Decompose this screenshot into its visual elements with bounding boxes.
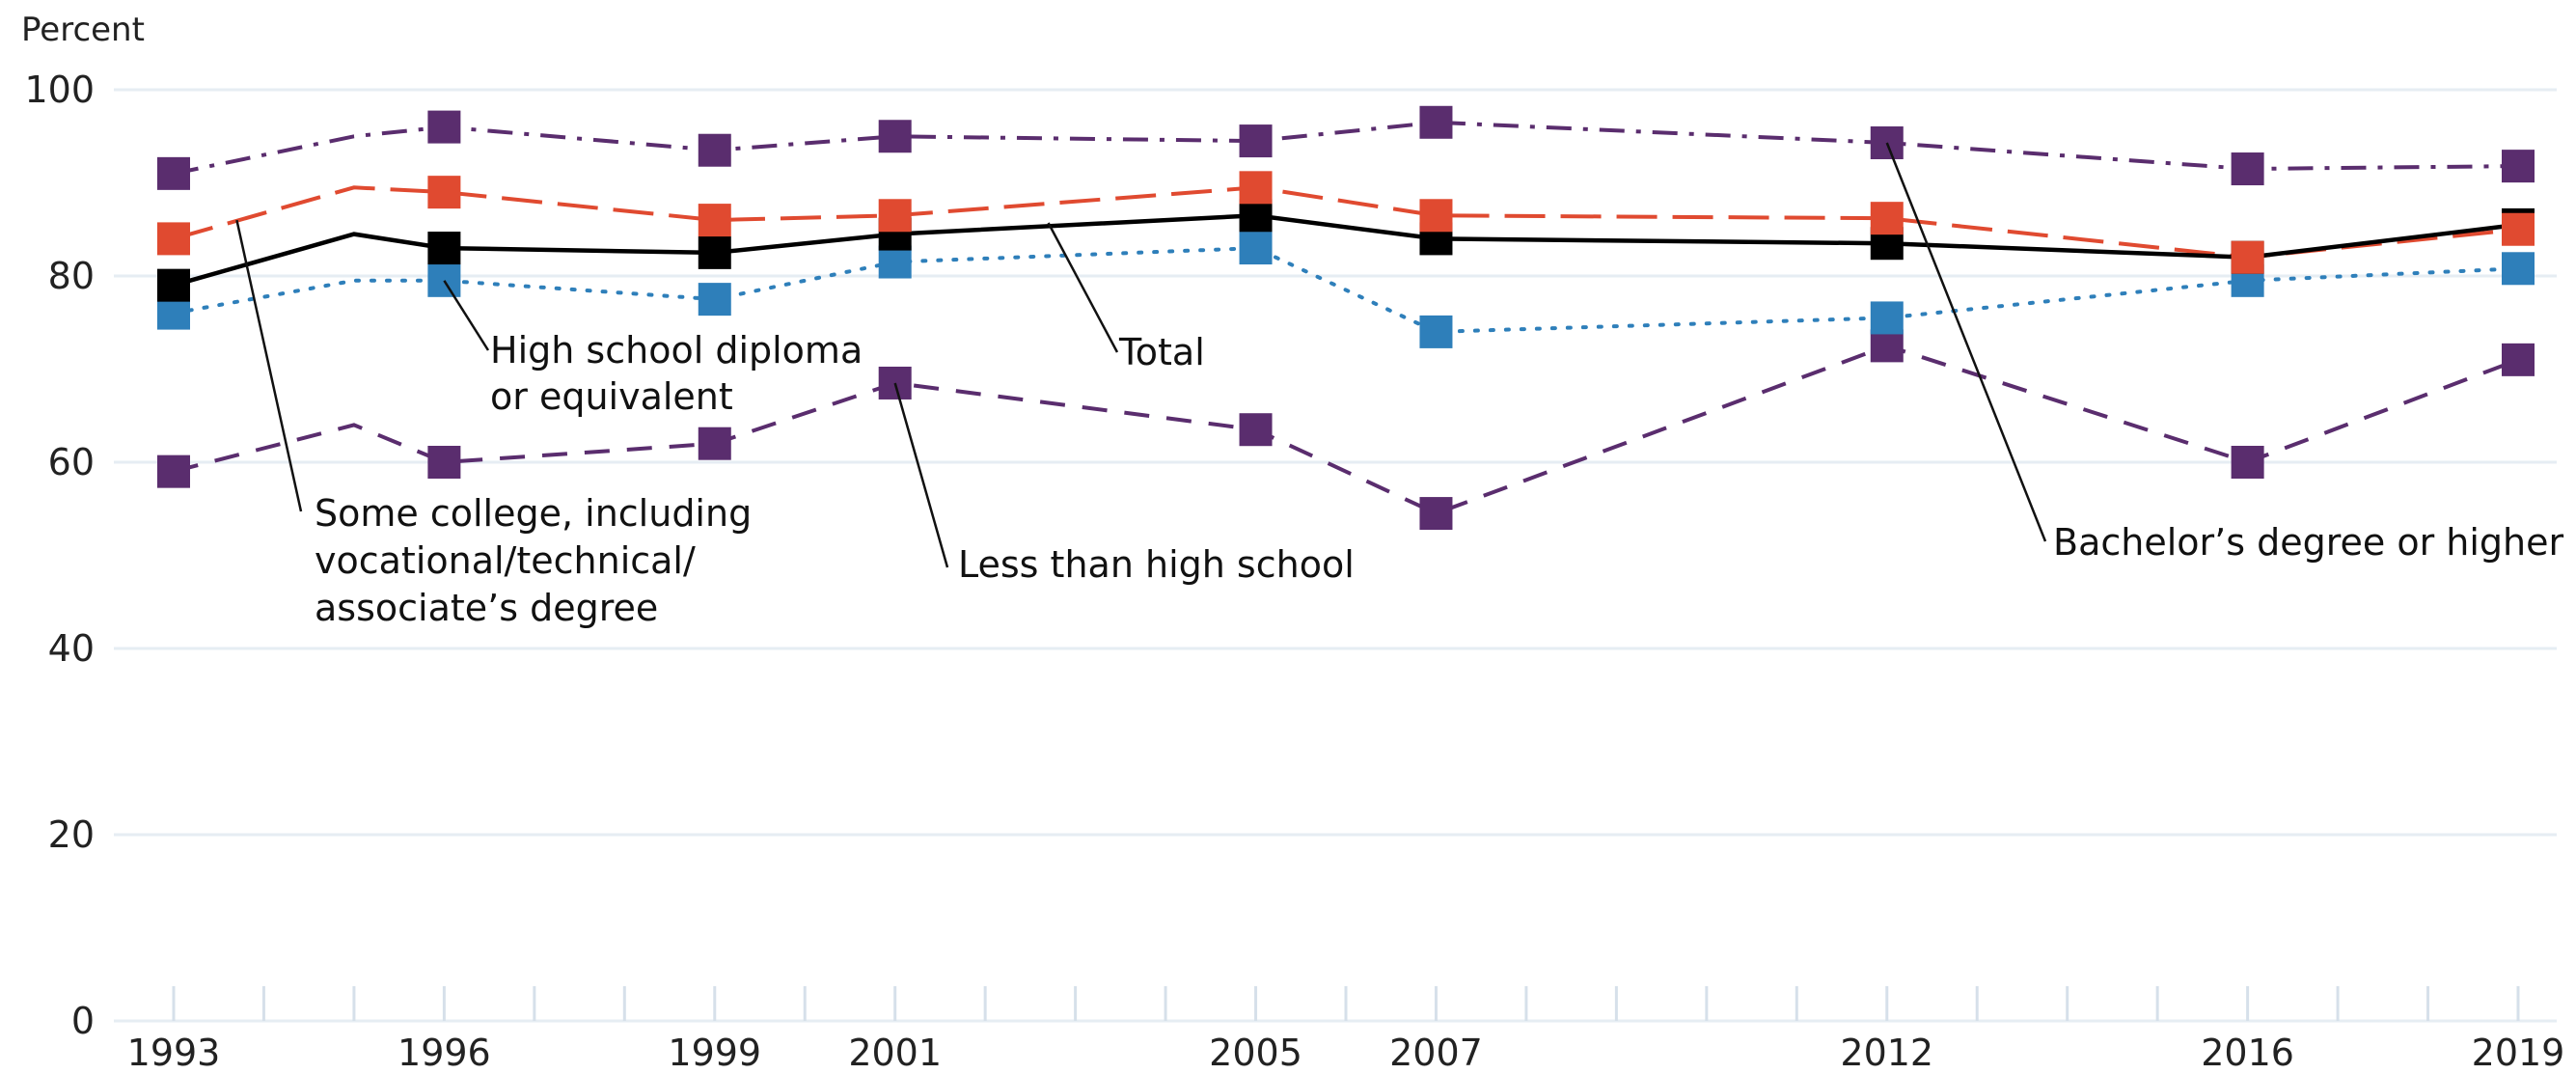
annotation-leader-line bbox=[893, 382, 949, 568]
marker-high-school-diploma-or-equivalent bbox=[1870, 301, 1904, 335]
marker-high-school-diploma-or-equivalent bbox=[878, 245, 912, 279]
annotation-some-college-including-vocational-technical-associate-s-degree-label: associate’s degree bbox=[315, 587, 658, 629]
series-line-total bbox=[173, 213, 2519, 288]
marker-bachelor-s-degree-or-higher bbox=[157, 156, 190, 190]
x-tick-label: 1993 bbox=[127, 1032, 221, 1074]
y-tick-label: 100 bbox=[24, 69, 95, 111]
marker-total bbox=[427, 232, 461, 265]
marker-less-than-high-school bbox=[1870, 329, 1904, 363]
marker-less-than-high-school bbox=[427, 446, 461, 479]
series-markers bbox=[157, 105, 2535, 531]
x-tick-label: 2012 bbox=[1840, 1032, 1933, 1074]
marker-total bbox=[698, 235, 731, 269]
y-tick-label: 80 bbox=[48, 255, 95, 297]
series-line-high-school-diploma-or-equivalent bbox=[172, 246, 2520, 334]
marker-less-than-high-school bbox=[2231, 446, 2264, 479]
x-tick-label: 2001 bbox=[848, 1032, 942, 1074]
marker-less-than-high-school bbox=[698, 427, 731, 460]
marker-less-than-high-school bbox=[1239, 413, 1273, 447]
x-tick-label: 1996 bbox=[397, 1032, 491, 1074]
y-tick-label: 60 bbox=[48, 441, 95, 483]
x-axis: 1993 1996 1999 2001 2005 2007 2012 2016 2019 bbox=[127, 986, 2565, 1074]
marker-some-college-including-vocational-technical-associate-s-degree bbox=[1419, 199, 1453, 233]
marker-bachelor-s-degree-or-higher bbox=[698, 133, 731, 167]
marker-bachelor-s-degree-or-higher bbox=[1239, 124, 1273, 158]
marker-total bbox=[157, 268, 190, 302]
x-tick-label: 2016 bbox=[2201, 1032, 2294, 1074]
x-tick-label: 2005 bbox=[1209, 1032, 1302, 1074]
annotation-bachelor-s-degree-or-higher-label: Bachelor’s degree or higher bbox=[2053, 521, 2564, 564]
marker-high-school-diploma-or-equivalent bbox=[157, 296, 190, 330]
marker-high-school-diploma-or-equivalent bbox=[1419, 315, 1453, 348]
series-line-some-college-including-vocational-technical-associate-s-degree bbox=[173, 185, 2519, 260]
series-line-less-than-high-school bbox=[173, 344, 2519, 516]
marker-less-than-high-school bbox=[1419, 497, 1453, 531]
y-tick-label: 20 bbox=[48, 813, 95, 856]
marker-some-college-including-vocational-technical-associate-s-degree bbox=[698, 204, 731, 237]
annotation-high-school-diploma-or-equivalent-label: or equivalent bbox=[490, 375, 733, 418]
marker-less-than-high-school bbox=[2502, 343, 2535, 376]
x-tick-label: 2019 bbox=[2472, 1032, 2565, 1074]
marker-high-school-diploma-or-equivalent bbox=[2502, 252, 2535, 286]
marker-high-school-diploma-or-equivalent bbox=[1239, 232, 1273, 265]
series-lines bbox=[172, 120, 2520, 516]
marker-bachelor-s-degree-or-higher bbox=[427, 110, 461, 144]
annotation-some-college-including-vocational-technical-associate-s-degree-label: Some college, including bbox=[315, 492, 752, 535]
x-tick-label: 1999 bbox=[668, 1032, 761, 1074]
annotation-leader-line bbox=[1047, 222, 1119, 353]
marker-some-college-including-vocational-technical-associate-s-degree bbox=[157, 222, 190, 256]
marker-some-college-including-vocational-technical-associate-s-degree bbox=[2231, 240, 2264, 274]
series-line-bachelor-s-degree-or-higher bbox=[173, 120, 2519, 176]
y-axis-label: Percent bbox=[21, 11, 145, 49]
annotation-some-college-including-vocational-technical-associate-s-degree-label: vocational/technical/ bbox=[315, 539, 696, 582]
annotation-high-school-diploma-or-equivalent-label: High school diploma bbox=[490, 329, 863, 372]
marker-some-college-including-vocational-technical-associate-s-degree bbox=[1870, 202, 1904, 235]
marker-bachelor-s-degree-or-higher bbox=[1419, 105, 1453, 139]
y-axis: 0 20 40 60 80 100 bbox=[24, 69, 95, 1042]
gridlines bbox=[114, 88, 2557, 1023]
annotation-leader-line bbox=[1885, 142, 2047, 542]
marker-total bbox=[1239, 199, 1273, 233]
marker-less-than-high-school bbox=[157, 454, 190, 488]
annotation-total-label: Total bbox=[1118, 331, 1205, 373]
marker-some-college-including-vocational-technical-associate-s-degree bbox=[2502, 212, 2535, 246]
y-tick-label: 0 bbox=[71, 1000, 95, 1042]
x-tick-label: 2007 bbox=[1389, 1032, 1483, 1074]
annotation-leader-line bbox=[235, 219, 303, 512]
marker-some-college-including-vocational-technical-associate-s-degree bbox=[427, 176, 461, 209]
marker-some-college-including-vocational-technical-associate-s-degree bbox=[878, 199, 912, 233]
marker-bachelor-s-degree-or-higher bbox=[2502, 150, 2535, 183]
annotation-less-than-high-school-label: Less than high school bbox=[958, 543, 1355, 586]
marker-some-college-including-vocational-technical-associate-s-degree bbox=[1239, 171, 1273, 205]
y-tick-label: 40 bbox=[48, 627, 95, 670]
marker-high-school-diploma-or-equivalent bbox=[698, 283, 731, 317]
marker-bachelor-s-degree-or-higher bbox=[2231, 152, 2264, 186]
annotation-leader-line bbox=[443, 280, 490, 351]
marker-bachelor-s-degree-or-higher bbox=[878, 120, 912, 153]
